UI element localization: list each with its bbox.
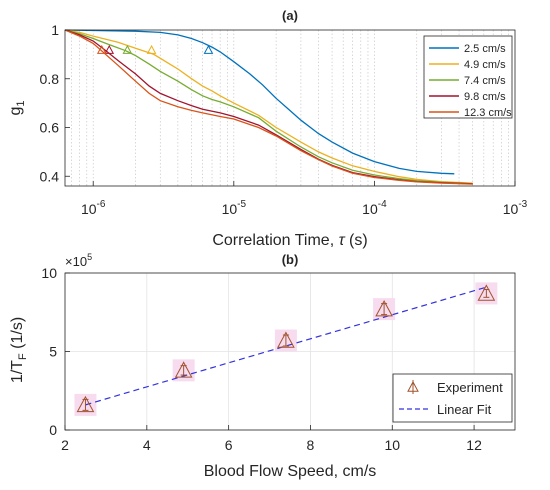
y-tick-label: 0 bbox=[49, 422, 57, 438]
marker-triangle bbox=[146, 44, 157, 54]
marker-triangle bbox=[96, 44, 107, 54]
x-tick-label: 2 bbox=[61, 437, 69, 453]
panel-b-title: (b) bbox=[282, 252, 299, 267]
series-line bbox=[64, 29, 473, 185]
marker-triangle bbox=[104, 44, 115, 54]
y-tick-label: 1 bbox=[51, 22, 59, 38]
panel-a-lines bbox=[64, 29, 473, 185]
legend-label: 4.9 cm/s bbox=[464, 59, 506, 71]
panel-b-xlabel: Blood Flow Speed, cm/s bbox=[204, 463, 377, 480]
panel-b: (b) ×105 2 4 6 8 10 12 0 5 10 1/TF (1/s) Blood F… bbox=[9, 252, 516, 480]
series-line bbox=[64, 29, 473, 185]
marker-triangle bbox=[122, 44, 133, 54]
x-tick-label: 4 bbox=[143, 437, 151, 453]
x-tick-label: 10 bbox=[384, 437, 400, 453]
x-tick-label: 10-5 bbox=[222, 199, 247, 217]
data-point bbox=[174, 361, 193, 378]
panel-a-ylabel: g1 bbox=[7, 100, 27, 115]
panel-a-axes-box bbox=[64, 29, 516, 187]
data-point bbox=[375, 300, 393, 317]
series-line bbox=[64, 29, 473, 185]
legend-label: 2.5 cm/s bbox=[464, 43, 506, 55]
marker-triangle bbox=[203, 44, 214, 54]
x-tick-label: 12 bbox=[466, 437, 482, 453]
series-line bbox=[64, 29, 473, 184]
legend-box bbox=[423, 35, 513, 119]
panel-b-ticks: 2 4 6 8 10 12 0 5 10 bbox=[41, 265, 482, 453]
x-tick-label: 8 bbox=[307, 437, 315, 453]
panel-a-legend: 2.5 cm/s 4.9 cm/s 7.4 cm/s 9.8 cm/s 12.3 cm/… bbox=[423, 35, 513, 119]
x-tick-label: 6 bbox=[225, 437, 233, 453]
panel-b-legend: Experiment Linear Fit bbox=[392, 373, 513, 423]
y-tick-label: 0.6 bbox=[40, 120, 60, 136]
y-tick-label: 0.4 bbox=[40, 168, 60, 184]
y-tick-label: 5 bbox=[49, 344, 57, 360]
x-tick-label: 10-4 bbox=[362, 199, 387, 217]
y-tick-label: 0.8 bbox=[40, 71, 60, 87]
legend-label: Experiment bbox=[437, 380, 503, 395]
legend-label: 9.8 cm/s bbox=[464, 91, 506, 103]
panel-b-exponent: ×105 bbox=[65, 252, 92, 269]
panel-a: (a) 10-6 10-5 10-4 10-3 0.4 0.6 0.8 1 g1 Correl… bbox=[7, 8, 528, 249]
data-point bbox=[477, 284, 496, 301]
panel-a-xlabel: Correlation Time, τ (s) bbox=[212, 232, 367, 249]
x-tick-label: 10-3 bbox=[503, 199, 528, 217]
legend-label: 7.4 cm/s bbox=[464, 75, 506, 87]
panel-b-plot bbox=[74, 282, 498, 416]
panel-a-title: (a) bbox=[282, 8, 298, 23]
panel-a-ticks: 10-6 10-5 10-4 10-3 0.4 0.6 0.8 1 bbox=[40, 22, 528, 217]
legend-label: 12.3 cm/s bbox=[464, 107, 512, 119]
series-line bbox=[64, 29, 455, 175]
panel-b-ylabel: 1/TF (1/s) bbox=[9, 317, 29, 383]
data-point bbox=[277, 331, 295, 348]
legend-label: Linear Fit bbox=[437, 402, 492, 417]
y-tick-label: 10 bbox=[41, 265, 57, 281]
x-tick-label: 10-6 bbox=[81, 199, 106, 217]
data-point bbox=[76, 395, 95, 413]
